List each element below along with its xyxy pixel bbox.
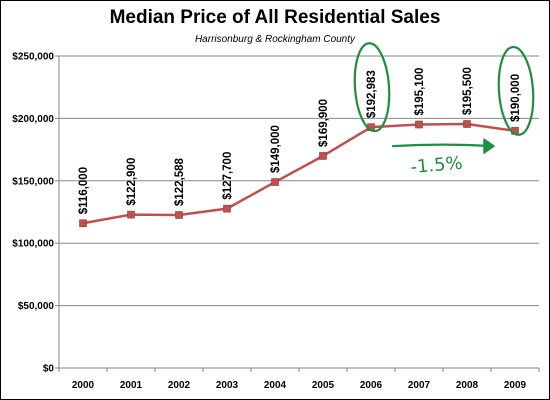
x-tick-label: 2004: [264, 380, 287, 391]
gridlines: [59, 55, 539, 307]
annotation-circle: [353, 42, 391, 133]
data-point: [319, 152, 327, 160]
data-point: [463, 120, 471, 128]
x-tick-label: 2006: [360, 380, 383, 391]
x-tick-label: 2007: [408, 380, 431, 391]
y-tick-label: $150,000: [12, 176, 54, 187]
x-tick-label: 2002: [168, 380, 191, 391]
data-label: $122,900: [126, 158, 138, 206]
data-label: $190,000: [510, 74, 522, 122]
data-label: $149,000: [270, 125, 282, 173]
data-point: [79, 219, 87, 228]
chart-title: Median Price of All Residential Sales: [109, 7, 441, 28]
data-label: $192,983: [366, 70, 378, 118]
data-point: [415, 120, 423, 129]
y-tick-label: $50,000: [18, 301, 55, 312]
annotation-text: -1.5%: [410, 153, 464, 178]
series-line: [82, 122, 516, 225]
data-label: $116,000: [78, 167, 90, 214]
handwritten-annotation: -1.5%: [353, 42, 535, 178]
data-label: $127,700: [222, 152, 234, 200]
x-tick-label: 2009: [504, 380, 527, 391]
y-tick-label: $100,000: [12, 239, 54, 250]
data-markers: [79, 120, 519, 228]
data-point: [175, 211, 183, 219]
x-tick-label: 2005: [312, 380, 335, 391]
data-label: $195,100: [414, 68, 426, 116]
axes: $0 $50,000 $100,000 $150,000 $200,000 $250,00…: [12, 52, 540, 391]
data-label: $195,500: [462, 67, 474, 115]
data-point: [223, 204, 231, 213]
x-tick-label: 2008: [456, 380, 479, 391]
data-label: $169,900: [318, 99, 330, 147]
series-line-path: [82, 122, 516, 225]
chart-subtitle: Harrisonburg & Rockingham County: [194, 34, 356, 45]
y-tick-label: $200,000: [12, 114, 54, 125]
x-tick-label: 2001: [120, 380, 143, 391]
y-tick-label: $0: [43, 364, 55, 375]
x-tick-label: 2003: [216, 380, 239, 391]
y-tick-label: $250,000: [12, 52, 54, 63]
data-labels: $116,000 $122,900 $122,588 $127,700 $149,000…: [78, 67, 522, 214]
data-point: [127, 210, 135, 219]
data-label: $122,588: [174, 157, 186, 206]
annotation-circle: [497, 45, 535, 136]
data-point: [271, 178, 279, 186]
x-tick-label: 2000: [72, 380, 95, 391]
annotation-arrowhead: [483, 138, 495, 154]
annotation-arrow-line: [391, 143, 495, 148]
